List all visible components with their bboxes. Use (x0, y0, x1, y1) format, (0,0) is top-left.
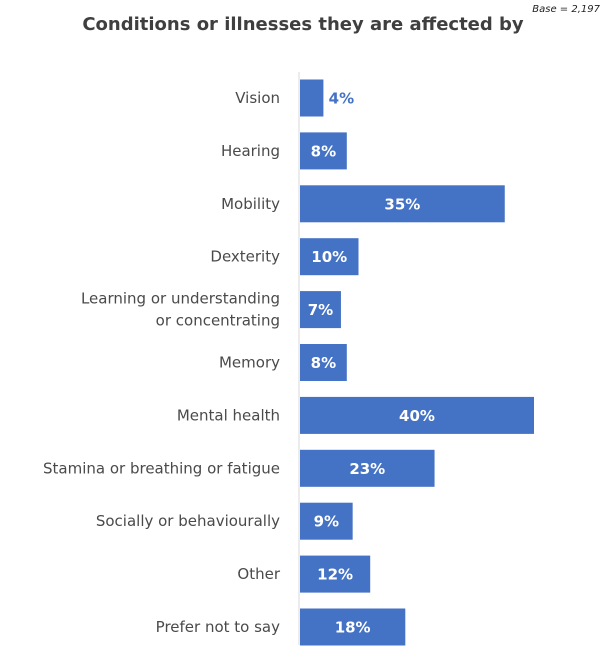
data-label: 7% (308, 301, 333, 319)
data-label: 8% (311, 354, 336, 372)
bar (300, 396, 534, 434)
data-label: 35% (384, 195, 420, 213)
category-label: Socially or behaviourally (96, 512, 280, 530)
bar (300, 291, 341, 329)
bar (300, 344, 347, 381)
category-label: Stamina or breathing or fatigue (43, 459, 280, 477)
data-label: 12% (317, 566, 353, 584)
bar (300, 238, 359, 276)
category-label: Mental health (177, 406, 280, 424)
data-label: 40% (399, 407, 435, 425)
chart-title: Conditions or illnesses they are affecte… (82, 14, 524, 35)
category-label: Dexterity (210, 248, 280, 266)
data-label: 8% (311, 142, 336, 160)
bar (300, 449, 435, 487)
data-label: 4% (329, 90, 354, 108)
data-label: 18% (335, 619, 371, 637)
category-label: Memory (219, 354, 280, 372)
data-label: 9% (314, 513, 339, 531)
bar (300, 185, 505, 223)
category-label: Hearing (221, 142, 280, 160)
base-note: Base = 2,197 (532, 4, 600, 15)
data-label: 23% (349, 460, 385, 478)
bar (300, 608, 406, 646)
bar (300, 502, 353, 540)
data-label: 10% (311, 248, 347, 266)
category-label: Learning or understanding or concentratin… (81, 290, 280, 330)
bar (300, 555, 371, 593)
category-label: Mobility (221, 195, 280, 213)
category-label: Other (237, 565, 280, 583)
category-label: Prefer not to say (156, 618, 280, 636)
bar (300, 79, 324, 117)
bar (300, 132, 347, 170)
category-label: Vision (235, 89, 280, 107)
